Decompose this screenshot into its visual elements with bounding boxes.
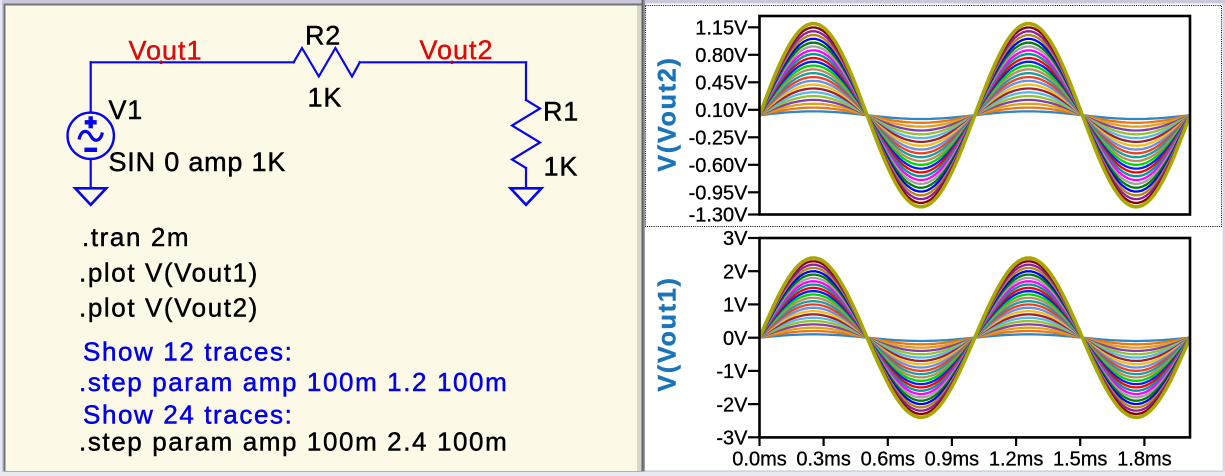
svg-text:.tran 2m: .tran 2m <box>82 222 190 252</box>
svg-text:Show 12 traces:: Show 12 traces: <box>83 337 293 367</box>
svg-text:-0.60V: -0.60V <box>689 155 749 177</box>
svg-text:2V: 2V <box>723 261 748 283</box>
svg-text:V1: V1 <box>109 95 144 125</box>
svg-text:1V: 1V <box>723 295 748 317</box>
svg-text:.plot V(Vout1): .plot V(Vout1) <box>79 258 259 288</box>
svg-text:Vout1: Vout1 <box>129 36 203 66</box>
svg-text:-2V: -2V <box>716 394 748 416</box>
svg-text:Vout2: Vout2 <box>420 35 494 65</box>
svg-text:1K: 1K <box>308 83 343 113</box>
svg-text:0.80V: 0.80V <box>695 45 748 67</box>
svg-text:0V: 0V <box>723 328 748 350</box>
svg-text:1K: 1K <box>544 152 579 182</box>
svg-text:.plot V(Vout2): .plot V(Vout2) <box>79 293 259 323</box>
svg-text:.step param amp 100m 2.4 100m: .step param amp 100m 2.4 100m <box>79 427 508 457</box>
svg-text:-1.30V: -1.30V <box>689 205 749 227</box>
svg-text:1.8ms: 1.8ms <box>1117 449 1171 471</box>
svg-text:-0.25V: -0.25V <box>689 128 749 150</box>
svg-text:1.5ms: 1.5ms <box>1053 449 1107 471</box>
svg-text:1.2ms: 1.2ms <box>989 449 1043 471</box>
svg-text:.step param amp 100m 1.2 100m: .step param amp 100m 1.2 100m <box>79 367 508 397</box>
svg-text:SIN 0 amp 1K: SIN 0 amp 1K <box>109 147 287 177</box>
svg-text:0.3ms: 0.3ms <box>796 449 850 471</box>
svg-text:0.45V: 0.45V <box>695 73 748 95</box>
svg-text:-1V: -1V <box>716 361 748 383</box>
svg-text:3V: 3V <box>723 228 748 250</box>
svg-text:0.0ms: 0.0ms <box>732 449 786 471</box>
svg-text:0.10V: 0.10V <box>695 100 748 122</box>
svg-text:0.9ms: 0.9ms <box>925 449 979 471</box>
svg-text:V(Vout2): V(Vout2) <box>654 56 682 171</box>
svg-text:1.15V: 1.15V <box>695 18 748 40</box>
svg-text:R1: R1 <box>543 97 579 127</box>
svg-text:R2: R2 <box>305 21 341 51</box>
svg-text:Show 24 traces:: Show 24 traces: <box>83 400 293 430</box>
svg-text:-3V: -3V <box>716 428 748 450</box>
svg-text:-0.95V: -0.95V <box>689 183 749 205</box>
svg-text:V(Vout1): V(Vout1) <box>654 276 682 391</box>
svg-text:0.6ms: 0.6ms <box>861 449 915 471</box>
